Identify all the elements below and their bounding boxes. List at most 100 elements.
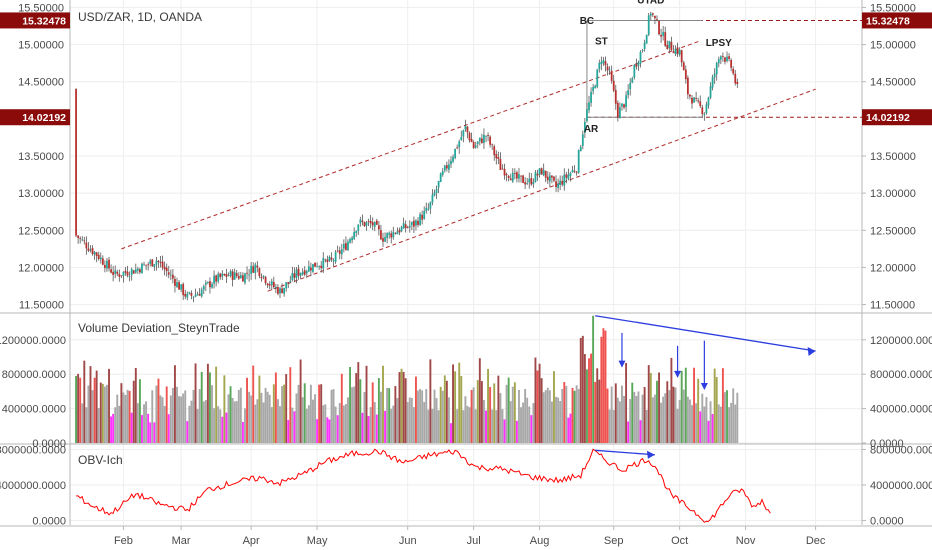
volume-bar — [546, 387, 549, 443]
volume-bar — [621, 385, 623, 443]
volume-bar — [126, 389, 129, 443]
volume-bar — [417, 390, 419, 443]
volume-bar — [262, 402, 265, 443]
volume-bar — [147, 413, 150, 443]
candle-body — [202, 285, 205, 290]
candle-body — [169, 274, 172, 276]
obv-panel-title: OBV-Ich — [78, 453, 123, 467]
volume-bar — [678, 400, 681, 443]
candle-body — [629, 83, 632, 90]
candle-body — [555, 181, 557, 188]
candle-body — [104, 264, 106, 268]
volume-bar — [225, 412, 228, 443]
volume-bar — [349, 366, 351, 443]
volume-bar — [120, 383, 123, 443]
volume-bar — [520, 407, 522, 443]
volume-bar — [322, 405, 325, 443]
candle-body — [171, 274, 174, 279]
candle-body — [450, 160, 452, 165]
candle-body — [314, 262, 316, 267]
obv-tick-label: 8000000.0000 — [0, 444, 66, 456]
volume-bar — [487, 368, 490, 443]
volume-bar — [410, 397, 413, 443]
volume-bar — [79, 377, 82, 443]
candle-body — [196, 294, 199, 296]
candle-body — [470, 139, 473, 143]
volume-bar — [499, 393, 502, 443]
volume-bar — [633, 391, 636, 443]
candle-body — [283, 287, 286, 294]
volume-bar — [482, 399, 485, 443]
volume-bar — [489, 387, 492, 443]
candle-body — [726, 56, 728, 62]
candle-body — [287, 282, 290, 283]
candle-body — [221, 273, 224, 277]
volume-bar — [324, 404, 327, 443]
volume-bar — [423, 401, 426, 443]
candle-body — [637, 62, 640, 66]
volume-bar — [190, 400, 193, 443]
candle-body — [489, 136, 492, 145]
price-tick-label: 15.50000 — [18, 2, 64, 14]
volume-bar — [466, 405, 469, 443]
volume-bar — [402, 371, 405, 443]
volume-bar — [454, 371, 457, 443]
volume-bar — [206, 363, 209, 443]
price-badge-right — [862, 109, 932, 126]
volume-bar — [637, 391, 640, 443]
volume-bar — [656, 380, 658, 443]
candle-body — [386, 233, 389, 238]
candle-body — [116, 271, 119, 274]
candle-body — [147, 264, 150, 266]
volume-bar — [390, 408, 393, 443]
volume-bar — [703, 406, 706, 443]
volume-bar — [476, 380, 479, 443]
volume-bar — [213, 408, 216, 443]
time-tick-label: Sep — [604, 535, 624, 547]
candle-body — [635, 64, 638, 67]
volume-bar — [419, 389, 422, 443]
candle-body — [404, 224, 407, 229]
candle-body — [233, 272, 236, 280]
volume-bar — [660, 402, 663, 443]
volume-bar — [544, 390, 547, 443]
candle-body — [285, 282, 288, 289]
candle-body — [332, 260, 335, 262]
candle-body — [357, 224, 360, 232]
volume-bar — [468, 407, 471, 443]
candle-body — [594, 85, 597, 89]
volume-bar — [651, 397, 654, 443]
volume-bar — [462, 410, 465, 443]
volume-bar — [134, 367, 137, 443]
price-tick-label: 12.00000 — [18, 262, 64, 274]
volume-bar — [340, 373, 343, 443]
volume-bar — [398, 372, 401, 443]
candle-body — [328, 256, 331, 261]
volume-bar — [248, 391, 251, 443]
volume-bar — [645, 409, 648, 443]
volume-bar — [592, 315, 595, 443]
candle-body — [281, 288, 283, 294]
candle-body — [188, 292, 191, 294]
candle-body — [326, 259, 329, 263]
candle-body — [244, 273, 246, 283]
volume-bar — [274, 372, 277, 443]
price-axis-left: 11.50000 12.00000 12.50000 13.00000 13.50000… — [18, 2, 64, 311]
candle-body — [194, 294, 197, 297]
candle-body — [468, 132, 471, 141]
candle-body — [110, 269, 112, 273]
candle-body — [583, 121, 586, 133]
candle-body — [689, 94, 691, 97]
volume-bar — [730, 402, 733, 443]
candle-body — [192, 296, 195, 298]
candle-body — [608, 69, 611, 71]
price-badge-text: 14.02192 — [22, 112, 66, 124]
volume-bar — [239, 387, 242, 443]
candle-body — [231, 271, 234, 280]
volume-bar — [283, 384, 286, 443]
volume-bar — [303, 383, 306, 443]
volume-bar — [524, 389, 527, 443]
candle-body — [445, 165, 448, 169]
volume-bar — [211, 385, 213, 443]
